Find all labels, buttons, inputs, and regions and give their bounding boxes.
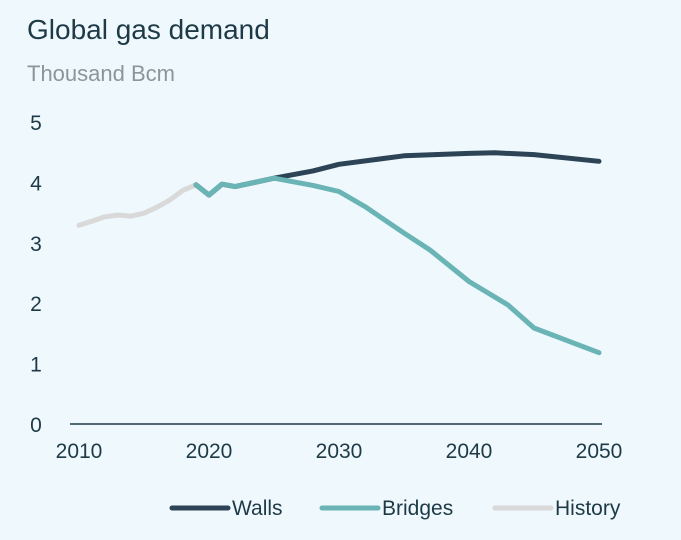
series-line-walls <box>193 150 602 198</box>
y-tick-label: 2 <box>30 293 42 316</box>
x-tick-label: 2050 <box>576 440 623 463</box>
y-axis-ticks: 0 1 2 3 4 5 <box>30 112 42 437</box>
y-tick-label: 0 <box>30 414 42 437</box>
chart-subtitle: Thousand Bcm <box>27 61 175 86</box>
y-tick-label: 1 <box>30 354 42 377</box>
x-tick-label: 2030 <box>316 440 363 463</box>
legend: Walls Bridges History <box>169 497 621 520</box>
y-tick-label: 5 <box>30 112 42 135</box>
x-tick-label: 2020 <box>186 440 233 463</box>
x-tick-label: 2040 <box>446 440 493 463</box>
chart-title: Global gas demand <box>27 14 270 45</box>
legend-item-history: History <box>492 497 621 520</box>
x-axis-ticks: 2010 2020 2030 2040 2050 <box>56 440 623 463</box>
series-line-bridges <box>193 175 602 356</box>
legend-item-bridges: Bridges <box>319 497 453 520</box>
series-line-history <box>76 182 199 228</box>
y-tick-label: 3 <box>30 233 42 256</box>
series-lines <box>76 150 602 356</box>
x-tick-label: 2010 <box>56 440 103 463</box>
y-tick-label: 4 <box>30 172 42 195</box>
legend-item-walls: Walls <box>169 497 283 520</box>
legend-label: History <box>555 497 621 520</box>
legend-label: Bridges <box>382 497 453 520</box>
legend-label: Walls <box>232 497 283 520</box>
